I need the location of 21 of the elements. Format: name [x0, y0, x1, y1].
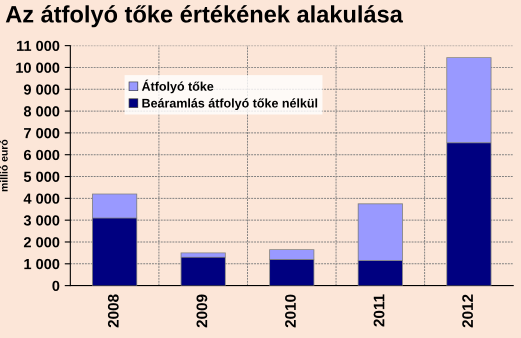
y-tick-label: 7 000 — [24, 128, 60, 138]
x-tick-label: 2011 — [374, 294, 384, 327]
y-tick-label: 3 000 — [24, 215, 60, 226]
y-tick-label: 2 000 — [24, 237, 60, 248]
y-axis-title: millió euró — [0, 140, 8, 192]
y-tick-label: 8 000 — [24, 106, 60, 117]
y-tick-label: 5 000 — [24, 172, 60, 182]
y-tick-label: 0 — [52, 280, 60, 292]
chart-title: Az átfolyó tőke értékének alakulása — [6, 5, 403, 28]
y-tick-label: 10 000 — [16, 62, 60, 73]
legend-label: Beáramlás átfolyó tőke nélkül — [142, 98, 318, 110]
legend-label: Átfolyó tőke — [142, 80, 214, 94]
y-tick-label: 6 000 — [24, 150, 60, 160]
x-tick-label: 2010 — [285, 294, 296, 328]
x-tick-label: 2009 — [196, 294, 208, 328]
y-tick-label: 4 000 — [24, 193, 60, 204]
y-tick-label: 11 000 — [17, 40, 60, 52]
y-tick-label: 9 000 — [24, 84, 60, 95]
y-tick-label: 1 000 — [24, 258, 60, 270]
x-tick-label: 2008 — [108, 294, 119, 328]
x-tick-label: 2012 — [462, 294, 473, 328]
